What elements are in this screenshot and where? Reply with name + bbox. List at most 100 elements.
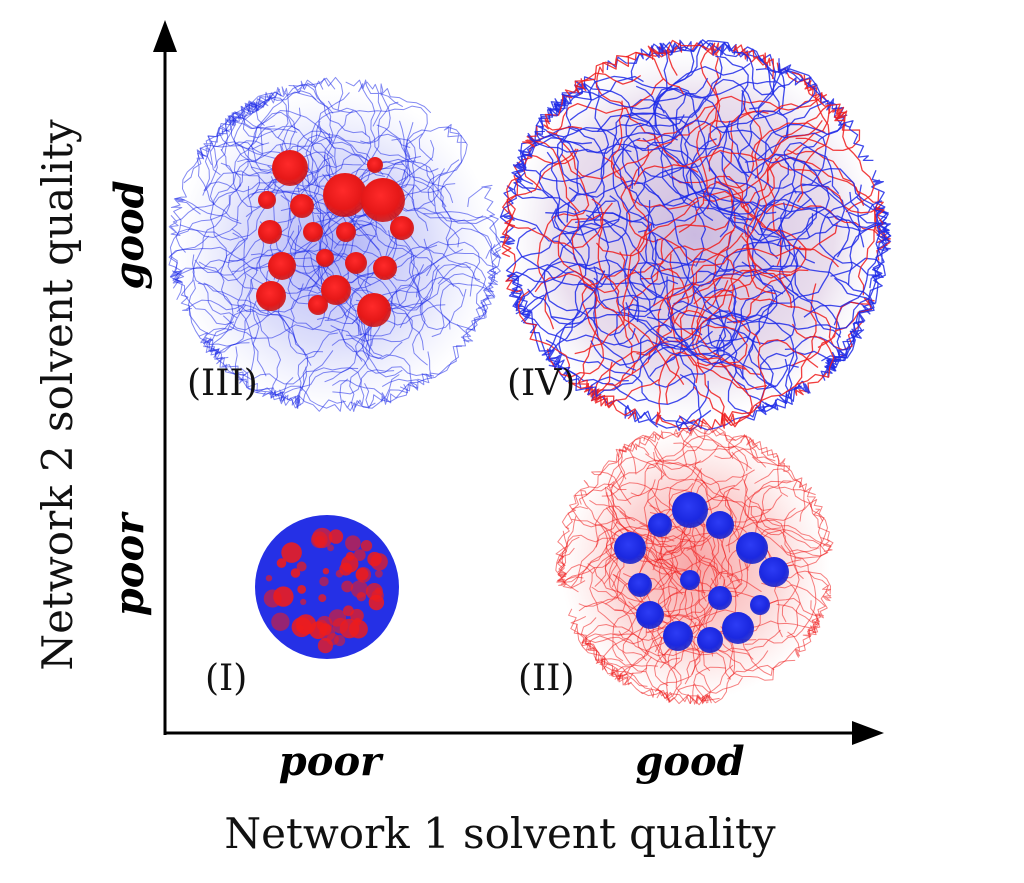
polymer-chain <box>527 137 616 234</box>
polymer-chain <box>183 150 239 222</box>
polymer-chain <box>317 161 408 259</box>
polymer-chain <box>604 528 654 605</box>
polymer-chain <box>696 361 753 429</box>
polymer-chain <box>504 175 604 249</box>
polymer-chain <box>408 241 481 298</box>
polymer-chain <box>399 120 493 224</box>
polymer-chain <box>419 264 471 330</box>
polymer-chain <box>581 627 670 650</box>
red-domain <box>353 549 366 561</box>
polymer-chain <box>456 271 496 343</box>
polymer-chain <box>742 245 801 390</box>
red-domain <box>296 624 304 632</box>
y-axis-arrowhead <box>153 20 177 52</box>
red-domain <box>375 569 383 578</box>
red-domain <box>345 535 361 551</box>
polymer-chain <box>656 616 682 699</box>
polymer-chain <box>437 261 488 331</box>
polymer-chain <box>714 180 807 273</box>
polymer-chain <box>623 430 664 475</box>
panel-ii-simulation <box>555 424 834 706</box>
polymer-chain <box>265 249 309 392</box>
polymer-chain <box>506 273 636 346</box>
red-domain <box>310 531 328 549</box>
polymer-chain <box>516 227 679 290</box>
polymer-chain <box>506 259 672 333</box>
polymer-chain <box>762 511 832 547</box>
red-domain <box>318 594 327 603</box>
polymer-chain <box>707 310 804 418</box>
red-domain <box>355 568 369 581</box>
red-domain <box>297 585 307 594</box>
polymer-chain <box>527 130 678 154</box>
polymer-chain <box>654 213 814 274</box>
polymer-chain <box>637 591 685 664</box>
polymer-chain <box>624 146 749 238</box>
polymer-chain <box>648 232 732 361</box>
polymer-chain <box>696 93 828 210</box>
polymer-chain <box>624 380 710 429</box>
red-domain <box>350 608 364 623</box>
polymer-chain <box>541 270 606 369</box>
polymer-chain <box>571 210 636 386</box>
polymer-chain <box>690 42 722 172</box>
polymer-chain <box>587 376 712 425</box>
polymer-chain <box>761 582 826 634</box>
polymer-chain <box>653 428 697 481</box>
polymer-chain <box>425 166 498 275</box>
polymer-chain <box>213 342 250 383</box>
red-domain <box>319 623 332 636</box>
polymer-chain <box>612 585 683 662</box>
polymer-chain <box>759 185 845 247</box>
polymer-chain <box>557 506 589 567</box>
polymer-chain <box>595 56 699 173</box>
polymer-chain <box>629 468 702 543</box>
red-domain <box>350 580 369 598</box>
polymer-chain <box>574 51 685 96</box>
polymer-chain <box>271 154 385 230</box>
polymer-chain <box>590 284 738 366</box>
polymer-chain <box>613 303 745 380</box>
x-axis-title: Network 1 solvent quality <box>224 809 776 858</box>
polymer-chain <box>262 367 359 402</box>
polymer-chain <box>685 427 767 468</box>
panel-i-red-domains <box>263 527 388 654</box>
red-domain <box>265 575 273 582</box>
polymer-chain <box>635 85 777 215</box>
polymer-chain <box>622 41 675 189</box>
x-level-good: good <box>635 738 744 785</box>
polymer-chain <box>388 230 428 366</box>
polymer-chain <box>558 564 617 627</box>
x-level-poor: poor <box>279 738 384 785</box>
red-domain <box>328 529 344 544</box>
polymer-chain <box>778 348 811 405</box>
polymer-chain <box>742 102 776 295</box>
polymer-chain <box>569 481 631 528</box>
polymer-chain <box>242 96 300 139</box>
polymer-chain <box>546 106 717 180</box>
panel-label-ii: (II) <box>518 658 575 699</box>
polymer-chain <box>671 175 838 251</box>
polymer-chain <box>639 222 745 380</box>
polymer-chain <box>754 120 874 179</box>
polymer-chain <box>726 191 861 324</box>
panel-label-iii: (III) <box>187 363 258 404</box>
polymer-chain <box>719 41 777 82</box>
polymer-chain <box>741 620 816 676</box>
polymer-chain <box>774 157 891 261</box>
polymer-chain <box>389 227 494 282</box>
polymer-chain <box>818 184 879 315</box>
polymer-chain <box>786 149 884 296</box>
polymer-chain <box>551 200 666 321</box>
polymer-chain <box>265 307 403 360</box>
polymer-chain <box>728 435 789 497</box>
polymer-chain <box>666 276 802 400</box>
polymer-chain <box>270 176 317 305</box>
polymer-chain <box>172 258 246 326</box>
polymer-chain <box>633 120 823 186</box>
polymer-chain <box>221 115 288 196</box>
red-domain <box>334 634 346 647</box>
polymer-chain <box>585 214 775 279</box>
y-level-poor: poor <box>106 511 153 616</box>
